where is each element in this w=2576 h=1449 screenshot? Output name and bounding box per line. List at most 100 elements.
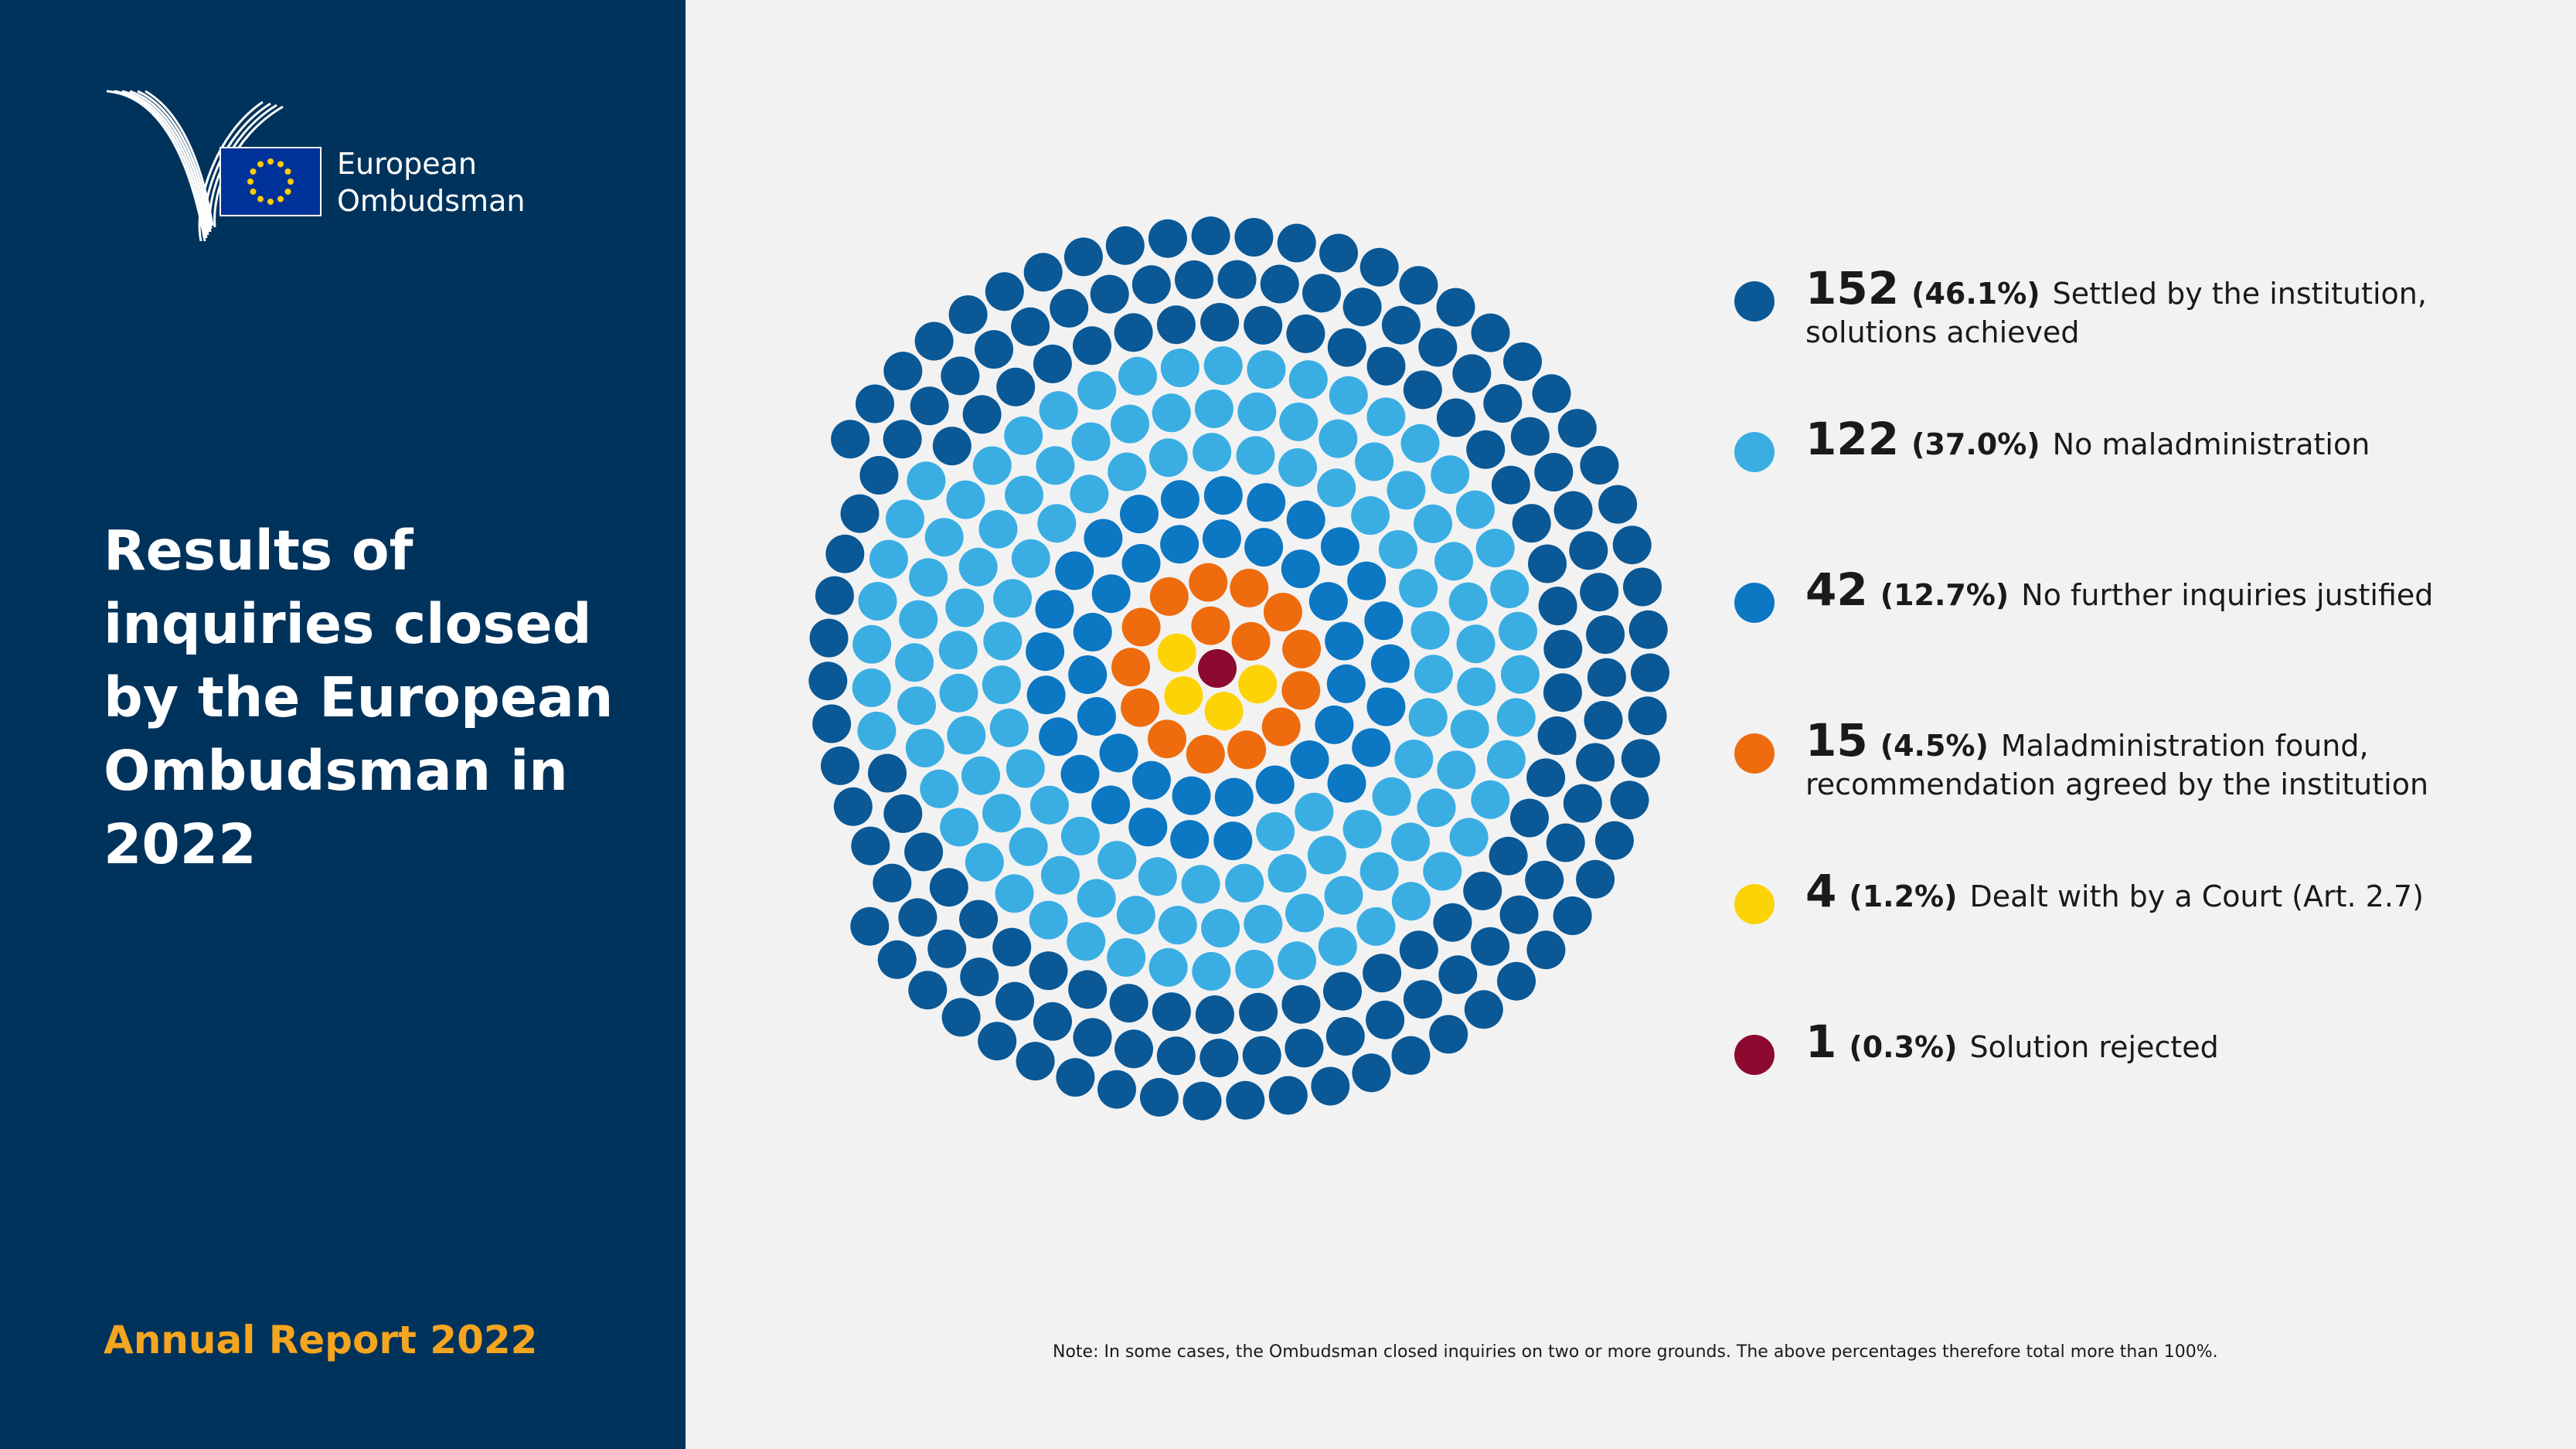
legend-count: 122 [1805,413,1900,465]
chart-dot [1434,542,1473,581]
chart-dot [1077,371,1117,410]
chart-dot [1359,247,1399,287]
chart-dot [1244,904,1283,944]
chart-dot [1491,465,1530,505]
chart-dot [1510,798,1549,838]
chart-dot [1172,776,1211,815]
chart-dot [1105,226,1145,265]
chart-dot [821,746,859,785]
chart-dot [1060,816,1100,855]
chart-dot [1411,611,1450,650]
chart-dot [1356,906,1396,946]
chart-dot [1290,740,1329,780]
chart-dot [1050,288,1089,328]
chart-dot [1586,615,1625,655]
chart-dot [1138,857,1177,896]
chart-dot [905,729,944,767]
chart-dot [1285,1029,1324,1068]
chart-dot [1295,792,1334,832]
chart-dot [1503,342,1542,381]
chart-dot [927,929,967,968]
chart-dot [1288,360,1328,400]
chart-dot [1202,519,1241,559]
chart-dot [932,427,972,466]
chart-dot [1490,570,1530,608]
chart-dot [1116,896,1155,935]
chart-dot [1268,854,1307,893]
chart-dot [1160,480,1200,519]
chart-dot [1320,527,1359,566]
chart-dot [1302,274,1341,313]
chart-dot [938,631,978,670]
chart-dot [1366,1000,1405,1039]
chart-dot [833,787,873,826]
chart-dot [1004,416,1043,455]
chart-dot [1255,765,1295,804]
chart-dot [1073,1018,1112,1057]
chart-dot [883,794,923,833]
chart-dot [1203,346,1243,386]
chart-dot [1201,909,1240,947]
dot-matrix-chart [808,216,1669,1121]
chart-dot [1029,785,1069,825]
chart-dot [1546,823,1585,862]
chart-dot [852,624,892,664]
chart-dot [1239,992,1278,1032]
chart-dot [1510,417,1550,456]
legend-text: 152 (46.1%) Settled by the institution, so… [1805,266,2547,352]
chart-dot [1366,687,1406,726]
chart-dot [962,395,1002,434]
chart-dot [809,618,849,658]
chart-dot [941,998,981,1037]
chart-dot [1128,808,1168,847]
legend-count: 152 [1805,262,1900,315]
chart-dot [1131,760,1171,800]
chart-dot [1152,992,1191,1032]
flag-star [257,196,264,202]
chart-dot [1091,785,1131,825]
chart-dot [1278,448,1317,487]
chart-dot [1449,818,1489,857]
chart-dot [1631,653,1669,692]
chart-dot [1107,937,1146,977]
chart-dot [1009,827,1048,866]
chart-dot [883,352,923,391]
chart-dot [1244,305,1283,345]
chart-dot [1156,1036,1196,1076]
chart-dot [1175,260,1213,299]
flag-star [267,158,274,165]
chart-dot [1160,349,1200,387]
flag-star [277,196,284,202]
chart-dot [1352,728,1391,767]
chart-dot [1399,266,1438,305]
chart-dot [899,600,938,639]
chart-dot [1073,613,1112,651]
chart-dot [1318,927,1357,966]
chart-dot [1537,716,1577,755]
flag-star [288,179,294,185]
chart-dot [1213,821,1253,861]
chart-dot [1230,568,1269,607]
chart-dot [1183,1081,1222,1121]
legend-percent: (46.1%) [1911,277,2040,311]
chart-dot [1525,860,1564,900]
legend-text: 15 (4.5%) Maladministration found, recomme… [1805,718,2547,804]
chart-dot [1114,1029,1153,1069]
legend-count: 1 [1805,1015,1837,1068]
chart-dot [914,321,954,361]
chart-dot [1325,1017,1365,1056]
chart-dot [1279,402,1319,441]
chart-dot [1109,984,1148,1023]
chart-dot [1148,219,1187,258]
chart-dot [1029,900,1068,940]
chart-dot [1148,719,1186,759]
chart-dot [877,940,917,979]
chart-dot [883,420,922,459]
chart-dot [1370,644,1410,683]
chart-dot [985,272,1024,311]
chart-dot [1108,452,1147,492]
chart-dot [1286,314,1325,353]
chart-dot [983,621,1023,661]
chart-dot [869,539,908,579]
chart-dot [1277,223,1316,263]
